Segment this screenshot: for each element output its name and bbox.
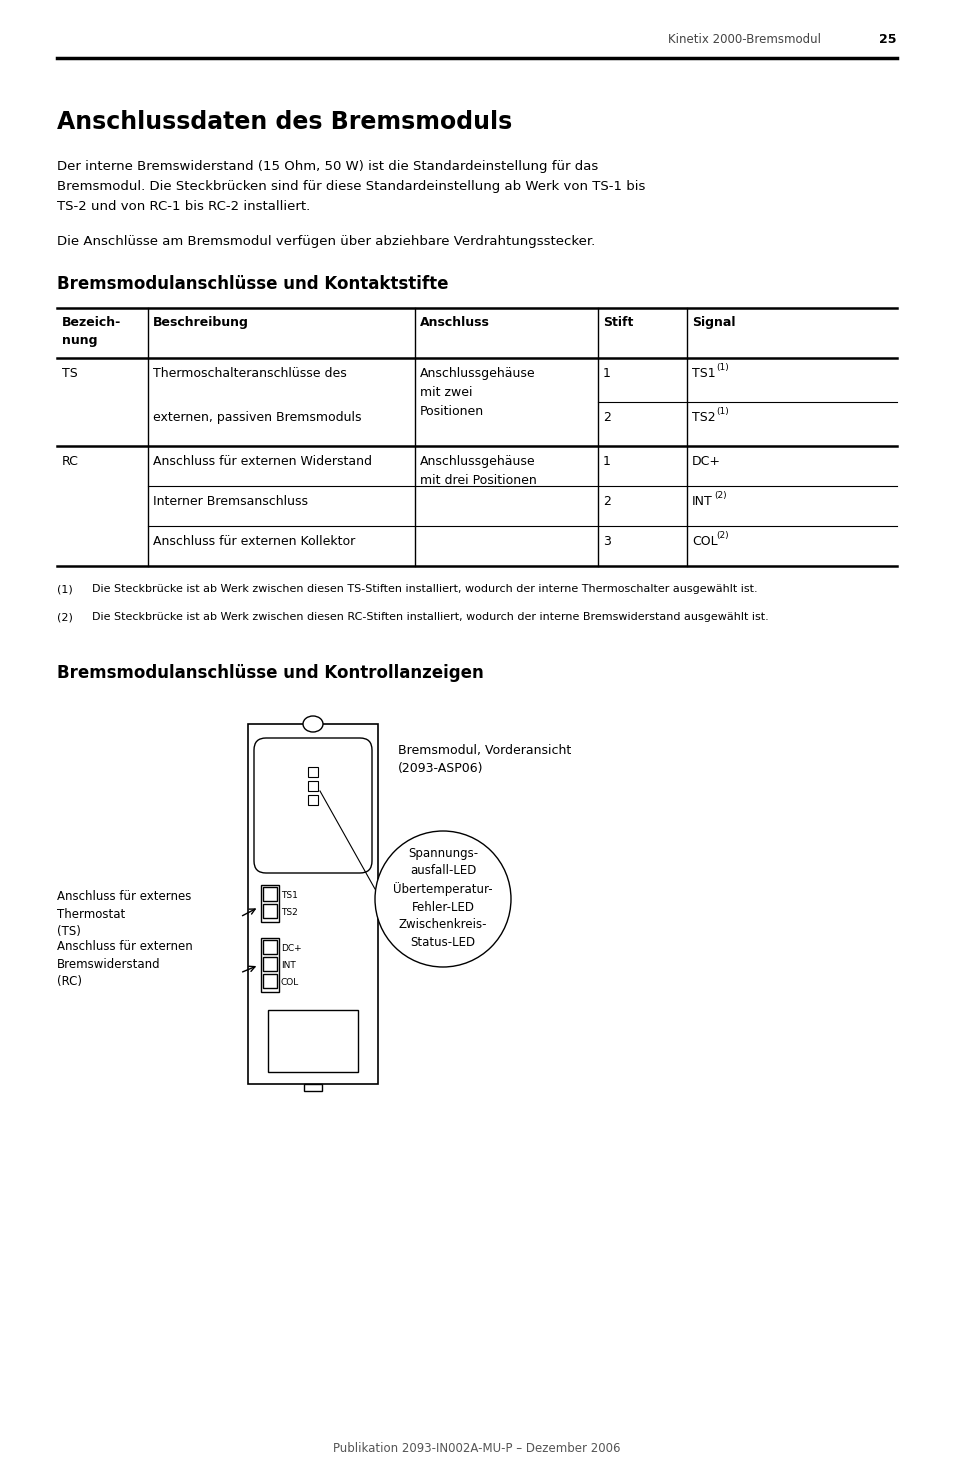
Text: (1): (1) (57, 584, 72, 594)
Bar (248, 724, 377, 1084)
Text: 1: 1 (602, 454, 610, 468)
Text: Stift: Stift (602, 316, 633, 329)
Text: Anschluss für externen
Bremswiderstand
(RC): Anschluss für externen Bremswiderstand (… (57, 940, 193, 988)
Bar (263, 957, 276, 971)
Bar (308, 795, 317, 805)
Text: mit zwei: mit zwei (419, 386, 472, 400)
Bar (263, 974, 276, 988)
Text: Anschluss für externes
Thermostat
(TS): Anschluss für externes Thermostat (TS) (57, 889, 192, 938)
Text: Anschlussgehäuse: Anschlussgehäuse (419, 367, 535, 381)
Text: Die Steckbrücke ist ab Werk zwischen diesen TS-Stiften installiert, wodurch der : Die Steckbrücke ist ab Werk zwischen die… (91, 584, 757, 594)
Text: Bezeich-
nung: Bezeich- nung (62, 316, 121, 347)
Text: Anschluss für externen Kollektor: Anschluss für externen Kollektor (152, 535, 355, 549)
Text: Anschlussdaten des Bremsmoduls: Anschlussdaten des Bremsmoduls (57, 111, 512, 134)
Bar (263, 940, 276, 954)
Text: DC+: DC+ (281, 944, 301, 953)
Text: DC+: DC+ (691, 454, 720, 468)
Text: Anschlussgehäuse: Anschlussgehäuse (419, 454, 535, 468)
Text: Anschluss für externen Widerstand: Anschluss für externen Widerstand (152, 454, 372, 468)
Text: Kinetix 2000-Bremsmodul: Kinetix 2000-Bremsmodul (667, 32, 821, 46)
Bar (304, 1084, 322, 1092)
Text: TS: TS (62, 367, 77, 381)
Text: (2): (2) (57, 612, 72, 622)
Text: Die Anschlüsse am Bremsmodul verfügen über abziehbare Verdrahtungsstecker.: Die Anschlüsse am Bremsmodul verfügen üb… (57, 235, 595, 248)
Text: TS1: TS1 (691, 367, 715, 381)
Text: externen, passiven Bremsmoduls: externen, passiven Bremsmoduls (152, 412, 361, 423)
Text: (2): (2) (713, 491, 726, 500)
Text: Bremsmodulanschlüsse und Kontaktstifte: Bremsmodulanschlüsse und Kontaktstifte (57, 274, 448, 294)
Text: Positionen: Positionen (419, 406, 483, 417)
Bar (261, 938, 278, 993)
Bar (308, 780, 317, 791)
Text: Der interne Bremswiderstand (15 Ohm, 50 W) ist die Standardeinstellung für das: Der interne Bremswiderstand (15 Ohm, 50 … (57, 159, 598, 173)
Text: Bremsmodul, Vorderansicht
(2093-ASP06): Bremsmodul, Vorderansicht (2093-ASP06) (397, 743, 571, 774)
Text: Thermoschalteranschlüsse des: Thermoschalteranschlüsse des (152, 367, 346, 381)
Text: (1): (1) (716, 363, 728, 372)
Text: 3: 3 (602, 535, 610, 549)
Bar (263, 904, 276, 917)
Bar (261, 885, 278, 922)
FancyBboxPatch shape (253, 738, 372, 873)
Bar (308, 767, 317, 777)
Text: mit drei Positionen: mit drei Positionen (419, 473, 537, 487)
Ellipse shape (303, 715, 323, 732)
Text: (1): (1) (716, 407, 728, 416)
Circle shape (375, 830, 511, 968)
Bar (268, 1010, 357, 1072)
Text: Signal: Signal (691, 316, 735, 329)
Text: Interner Bremsanschluss: Interner Bremsanschluss (152, 496, 308, 507)
Text: Bremsmodulanschlüsse und Kontrollanzeigen: Bremsmodulanschlüsse und Kontrollanzeige… (57, 664, 483, 681)
Text: COL: COL (691, 535, 717, 549)
Text: Bremsmodul. Die Steckbrücken sind für diese Standardeinstellung ab Werk von TS-1: Bremsmodul. Die Steckbrücken sind für di… (57, 180, 644, 193)
Text: Spannungs-
ausfall-LED
Übertemperatur-
Fehler-LED
Zwischenkreis-
Status-LED: Spannungs- ausfall-LED Übertemperatur- F… (393, 847, 493, 948)
Text: TS2: TS2 (281, 909, 297, 917)
Text: TS1: TS1 (281, 891, 297, 900)
Text: COL: COL (281, 978, 299, 987)
Text: Beschreibung: Beschreibung (152, 316, 249, 329)
Text: INT: INT (691, 496, 712, 507)
Text: 1: 1 (602, 367, 610, 381)
Text: RC: RC (62, 454, 79, 468)
Text: Die Steckbrücke ist ab Werk zwischen diesen RC-Stiften installiert, wodurch der : Die Steckbrücke ist ab Werk zwischen die… (91, 612, 768, 622)
Text: INT: INT (281, 962, 295, 971)
Text: 2: 2 (602, 496, 610, 507)
Text: TS2: TS2 (691, 412, 715, 423)
Text: Anschluss: Anschluss (419, 316, 489, 329)
Text: (2): (2) (716, 531, 728, 540)
Bar (263, 886, 276, 901)
Text: 2: 2 (602, 412, 610, 423)
Text: TS-2 und von RC-1 bis RC-2 installiert.: TS-2 und von RC-1 bis RC-2 installiert. (57, 201, 310, 212)
Text: Publikation 2093-IN002A-MU-P – Dezember 2006: Publikation 2093-IN002A-MU-P – Dezember … (333, 1443, 620, 1454)
Text: 25: 25 (879, 32, 896, 46)
